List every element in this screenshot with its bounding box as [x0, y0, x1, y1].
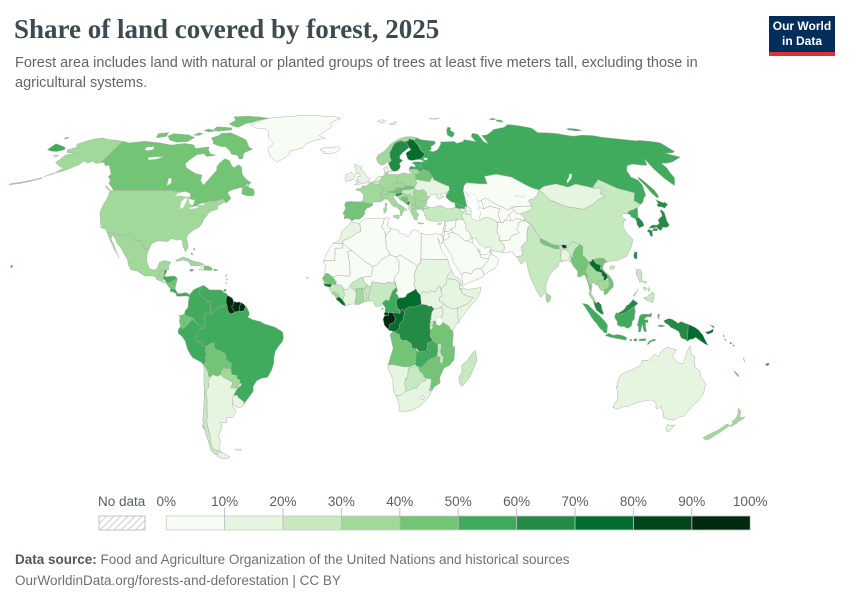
svg-text:0%: 0%	[156, 494, 176, 509]
svg-text:No data: No data	[98, 494, 146, 509]
svg-text:40%: 40%	[386, 494, 413, 509]
svg-text:70%: 70%	[561, 494, 588, 509]
svg-text:90%: 90%	[678, 494, 705, 509]
svg-text:50%: 50%	[445, 494, 472, 509]
svg-text:10%: 10%	[211, 494, 238, 509]
svg-text:20%: 20%	[269, 494, 296, 509]
svg-text:100%: 100%	[733, 494, 768, 509]
svg-text:30%: 30%	[328, 494, 355, 509]
svg-text:60%: 60%	[503, 494, 530, 509]
svg-text:80%: 80%	[620, 494, 647, 509]
